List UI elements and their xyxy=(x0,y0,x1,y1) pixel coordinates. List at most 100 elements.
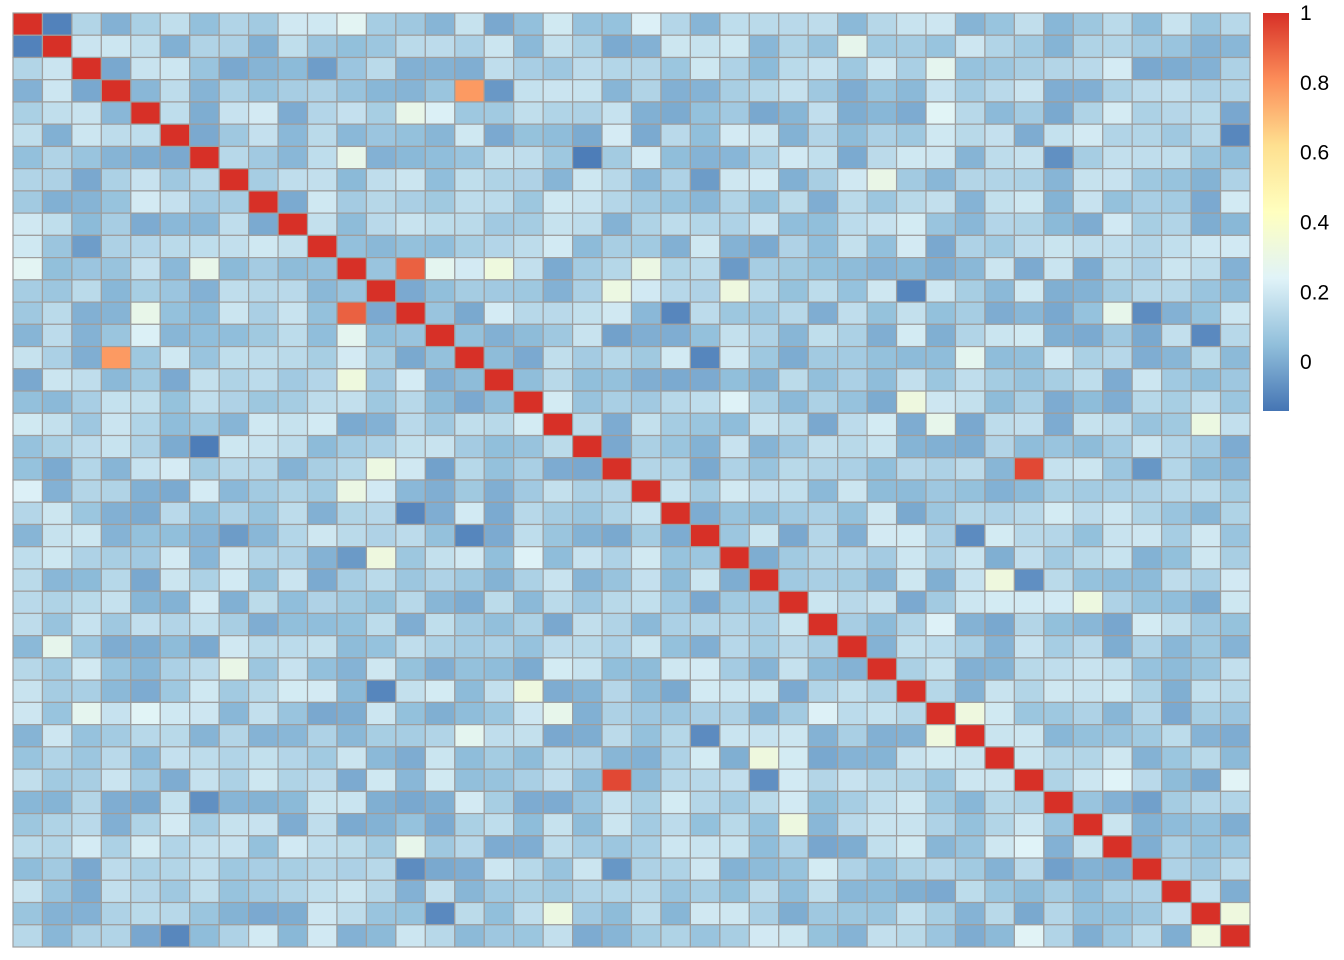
heatmap-cell xyxy=(571,212,603,236)
heatmap-cell xyxy=(660,568,692,592)
heatmap-cell xyxy=(218,168,250,192)
heatmap-cell xyxy=(1043,523,1074,548)
heatmap-cell xyxy=(248,523,279,548)
heatmap-cell xyxy=(807,746,839,770)
heatmap-cell xyxy=(1013,279,1045,303)
heatmap-cell xyxy=(689,34,721,59)
heatmap-cell xyxy=(248,234,279,259)
heatmap-cell xyxy=(71,457,102,481)
heatmap-cell xyxy=(1219,879,1251,904)
heatmap-cell xyxy=(748,479,780,503)
heatmap-cell xyxy=(306,479,338,503)
heatmap-cell xyxy=(424,835,456,859)
heatmap-cell xyxy=(513,479,544,503)
heatmap-cell xyxy=(336,835,368,859)
heatmap-cell xyxy=(1190,523,1222,548)
heatmap-cell xyxy=(542,790,574,815)
heatmap-cell xyxy=(778,345,809,370)
heatmap-cell xyxy=(159,590,191,615)
heatmap-cell xyxy=(1102,857,1133,881)
heatmap-cell xyxy=(748,368,780,392)
heatmap-cell xyxy=(71,812,102,837)
heatmap-cell xyxy=(748,301,780,325)
heatmap-cell xyxy=(71,635,102,659)
heatmap-cell xyxy=(778,190,809,214)
heatmap-cell xyxy=(1102,568,1133,592)
heatmap-cell xyxy=(277,257,309,281)
heatmap-cell xyxy=(336,924,368,948)
heatmap-cell xyxy=(984,301,1015,325)
heatmap-cell xyxy=(100,34,132,59)
heatmap-cell xyxy=(483,790,515,815)
heatmap-cell xyxy=(571,412,603,437)
heatmap-cell xyxy=(41,546,73,570)
heatmap-cell xyxy=(748,612,780,637)
heatmap-cell xyxy=(12,612,44,637)
heatmap-cell xyxy=(71,412,102,437)
heatmap-cell xyxy=(365,257,397,281)
heatmap-cell xyxy=(925,657,957,681)
heatmap-cell xyxy=(719,679,750,703)
heatmap-cell xyxy=(189,412,220,437)
heatmap-cell xyxy=(248,323,279,348)
heatmap-cell xyxy=(807,212,839,236)
heatmap-cell xyxy=(807,123,839,148)
heatmap-cell xyxy=(12,212,44,236)
heatmap-cell xyxy=(748,168,780,192)
heatmap-cell xyxy=(41,345,73,370)
heatmap-cell xyxy=(513,345,544,370)
heatmap-cell xyxy=(100,368,132,392)
heatmap-cell xyxy=(513,434,544,459)
heatmap-cell xyxy=(954,523,986,548)
heatmap-cell xyxy=(542,679,574,703)
heatmap-cell xyxy=(12,56,44,81)
heatmap-cell xyxy=(807,368,839,392)
heatmap-cell xyxy=(630,123,662,148)
heatmap-cell xyxy=(807,457,839,481)
heatmap-cell xyxy=(837,56,868,81)
heatmap-cell xyxy=(1131,345,1163,370)
heatmap-cell xyxy=(1190,79,1222,103)
heatmap-cell xyxy=(1131,412,1163,437)
heatmap-cell xyxy=(925,857,957,881)
heatmap-cell xyxy=(1072,701,1104,726)
heatmap-cell xyxy=(100,212,132,236)
heatmap-cell xyxy=(248,212,279,236)
heatmap-cell xyxy=(984,12,1015,36)
heatmap-cell xyxy=(1131,12,1163,36)
heatmap-cell xyxy=(542,479,574,503)
heatmap-cell xyxy=(248,657,279,681)
heatmap-cell xyxy=(454,635,485,659)
heatmap-cell xyxy=(71,234,102,259)
heatmap-cell xyxy=(100,612,132,637)
heatmap-cell xyxy=(336,701,368,726)
heatmap-cell xyxy=(424,568,456,592)
heatmap-cell xyxy=(130,724,161,748)
heatmap-cell xyxy=(483,190,515,214)
heatmap-cell xyxy=(395,123,426,148)
heatmap-cell xyxy=(1043,412,1074,437)
heatmap-cell xyxy=(660,368,692,392)
heatmap-cell xyxy=(1219,790,1251,815)
heatmap-cell xyxy=(1161,612,1192,637)
heatmap-cell xyxy=(778,479,809,503)
heatmap-cell xyxy=(984,234,1015,259)
heatmap-cell xyxy=(925,701,957,726)
heatmap-cell xyxy=(513,701,544,726)
heatmap-cell xyxy=(248,812,279,837)
heatmap-cell xyxy=(159,523,191,548)
heatmap-cell xyxy=(100,12,132,36)
heatmap-cell xyxy=(218,501,250,526)
heatmap-cell xyxy=(895,746,927,770)
heatmap-cell xyxy=(542,568,574,592)
heatmap-cell xyxy=(513,879,544,904)
heatmap-cell xyxy=(395,635,426,659)
heatmap-cell xyxy=(984,101,1015,125)
heatmap-cell xyxy=(41,457,73,481)
heatmap-cell xyxy=(1161,190,1192,214)
heatmap-cell xyxy=(660,790,692,815)
heatmap-cell xyxy=(1102,412,1133,437)
heatmap-cell xyxy=(837,323,868,348)
heatmap-cell xyxy=(1161,546,1192,570)
heatmap-cell xyxy=(12,190,44,214)
